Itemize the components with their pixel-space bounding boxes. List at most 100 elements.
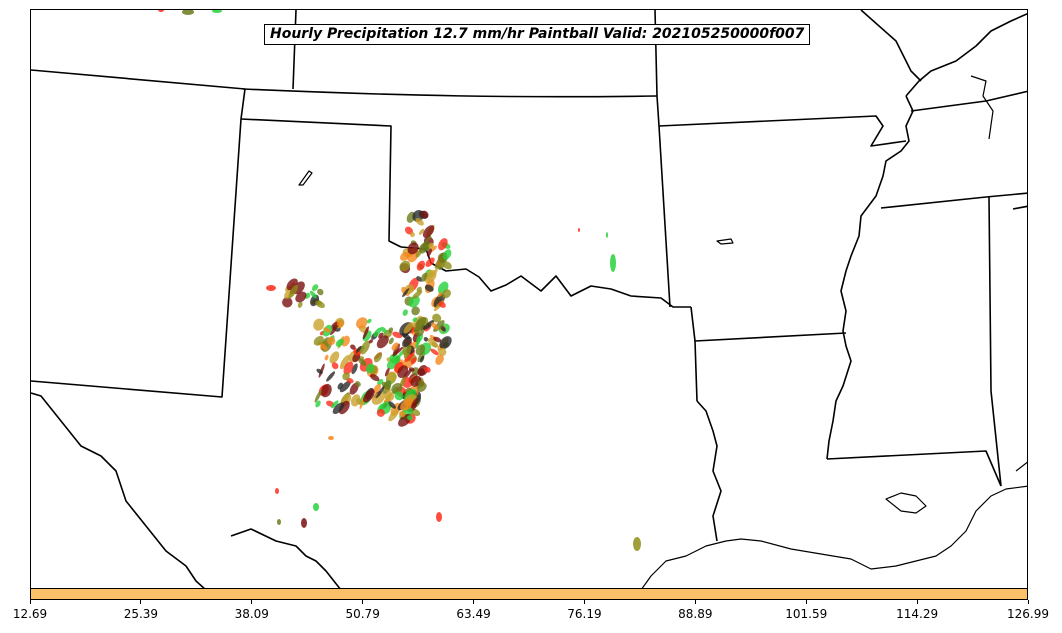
colorbar-tick-mark xyxy=(140,600,142,604)
precip-blob xyxy=(407,242,419,255)
precip-blob xyxy=(633,537,641,551)
precip-blob xyxy=(399,260,411,272)
precip-blob xyxy=(412,290,423,299)
precip-blob xyxy=(416,276,423,282)
colorbar-tick-mark xyxy=(805,600,807,604)
precip-blob xyxy=(376,386,385,399)
precip-blob xyxy=(430,348,439,356)
precip-blob xyxy=(355,345,362,353)
precip-blob xyxy=(301,518,307,528)
precip-blob xyxy=(402,288,410,298)
precip-blob xyxy=(366,318,372,324)
precip-blob xyxy=(399,411,406,418)
precip-blob xyxy=(329,328,337,335)
precip-blob xyxy=(384,367,390,377)
precip-blob xyxy=(438,301,446,308)
precip-blob xyxy=(373,327,382,337)
precip-blob xyxy=(410,232,415,238)
precip-blob xyxy=(442,289,451,299)
precip-blob xyxy=(408,295,420,308)
precip-blob xyxy=(350,394,361,407)
precip-blob xyxy=(402,309,408,316)
missouri-north-edge xyxy=(860,10,922,82)
precip-blob xyxy=(362,326,370,340)
precip-blob xyxy=(415,218,424,226)
precip-blob xyxy=(397,365,409,378)
mississippi-river xyxy=(826,95,914,460)
tennessee-border xyxy=(910,90,1027,112)
nebraska-colorado-border xyxy=(292,10,297,90)
colorbar-tick-mark xyxy=(473,600,475,604)
precip-blob xyxy=(423,319,435,330)
colorbar-tick-label: 38.09 xyxy=(234,607,269,621)
colorbar-tick-label: 63.49 xyxy=(456,607,491,621)
precip-blob xyxy=(339,380,351,393)
precip-blob xyxy=(424,366,431,373)
map-title: Hourly Precipitation 12.7 mm/hr Paintbal… xyxy=(264,24,811,45)
colorbar-tick-mark xyxy=(29,600,31,604)
texas-rio-grande-south xyxy=(230,528,341,588)
precip-blob xyxy=(420,239,429,252)
precip-blob xyxy=(275,488,279,494)
precip-blob xyxy=(388,409,399,422)
colorbar-tick-mark xyxy=(916,600,918,604)
precip-blob xyxy=(417,382,427,392)
tennessee-river xyxy=(970,75,994,140)
precip-blob xyxy=(419,355,425,363)
precip-blob xyxy=(442,261,452,270)
precip-blob xyxy=(380,326,388,334)
precip-blob xyxy=(266,285,276,291)
mississippi-alabama-border xyxy=(988,196,1002,487)
precip-blob xyxy=(343,361,354,375)
precip-blob xyxy=(392,346,404,357)
precip-blob xyxy=(436,512,442,522)
precip-blob xyxy=(423,269,437,283)
precip-blob xyxy=(400,398,414,411)
precip-blob xyxy=(420,272,428,282)
precip-blob xyxy=(606,232,608,238)
new-mexico-west-border xyxy=(31,118,242,398)
lake-oklahoma xyxy=(716,238,734,245)
colorado-east-border xyxy=(240,88,246,120)
lake-new-mexico xyxy=(298,170,313,186)
precip-blob xyxy=(337,382,344,390)
precip-blob xyxy=(314,389,322,403)
precip-blob xyxy=(158,10,164,12)
precip-blob xyxy=(433,336,442,343)
precip-blob xyxy=(315,400,321,408)
precip-blob xyxy=(442,249,452,260)
precip-blob xyxy=(415,344,426,356)
gulf-coastline xyxy=(641,485,1027,588)
map-canvas xyxy=(31,10,1027,588)
precip-blob xyxy=(438,238,448,251)
precip-blob xyxy=(351,363,358,375)
precip-blob xyxy=(313,335,324,346)
precip-blob xyxy=(317,288,324,296)
precip-blob xyxy=(610,254,616,272)
alabama-line xyxy=(1012,205,1027,210)
precip-blob xyxy=(295,291,307,303)
precip-blob xyxy=(408,367,415,372)
louisiana-delta xyxy=(885,492,927,514)
precip-blob xyxy=(403,322,414,334)
precip-blob xyxy=(313,503,319,511)
paintball-precip xyxy=(158,10,641,551)
precip-blob xyxy=(435,354,444,365)
precip-blob xyxy=(355,381,361,387)
precip-blob xyxy=(346,377,354,384)
colorbar-tick-label: 88.89 xyxy=(678,607,713,621)
precip-blob xyxy=(431,322,439,330)
precip-blob xyxy=(378,332,384,339)
texas-rio-grande xyxy=(31,392,205,588)
precip-blob xyxy=(368,339,373,344)
precip-blob xyxy=(376,335,389,349)
colorbar-tick-label: 126.99 xyxy=(1007,607,1049,621)
precip-blob xyxy=(327,336,336,346)
precip-blob xyxy=(373,384,382,394)
precip-blob xyxy=(336,320,344,327)
colorbar-tick-mark xyxy=(1027,600,1029,604)
precip-blob xyxy=(384,391,395,402)
precip-blob xyxy=(417,368,426,377)
precip-blob xyxy=(311,284,319,292)
precip-blob xyxy=(369,374,380,382)
